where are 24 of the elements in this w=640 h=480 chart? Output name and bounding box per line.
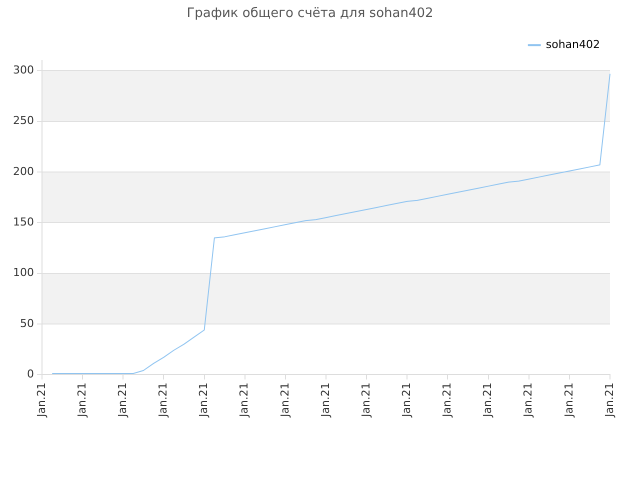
x-tick-label: Jan.21 <box>238 382 251 418</box>
y-tick-label: 0 <box>26 367 34 380</box>
y-tick-label: 250 <box>12 114 34 128</box>
y-tick-label: 50 <box>20 316 34 330</box>
x-tick-label: Jan.21 <box>318 382 332 418</box>
y-tick-label: 300 <box>12 64 34 77</box>
y-tick-label: 150 <box>12 216 34 228</box>
x-tick-label: Jan.21 <box>400 382 413 418</box>
x-tick-label: Jan.21 <box>522 382 535 418</box>
x-tick-label: Jan.21 <box>562 382 576 418</box>
y-tick-label: 100 <box>12 266 34 280</box>
x-tick-label: Jan.21 <box>359 382 372 418</box>
x-tick-label: Jan.21 <box>34 382 48 418</box>
y-tick-label: 200 <box>12 164 34 178</box>
x-tick-label: Jan.21 <box>156 382 170 418</box>
x-tick-label: Jan.21 <box>440 382 454 418</box>
x-tick-label: Jan.21 <box>197 382 210 418</box>
x-tick-label: Jan.21 <box>602 382 616 418</box>
x-tick-label: Jan.21 <box>481 382 494 418</box>
x-tick-label: Jan.21 <box>75 382 88 418</box>
chart-title: График общего счёта для sohan402 <box>186 6 434 22</box>
x-tick-label: Jan.21 <box>116 382 129 418</box>
legend-label: sohan402 <box>546 38 600 51</box>
x-tick-label: Jan.21 <box>278 382 292 418</box>
